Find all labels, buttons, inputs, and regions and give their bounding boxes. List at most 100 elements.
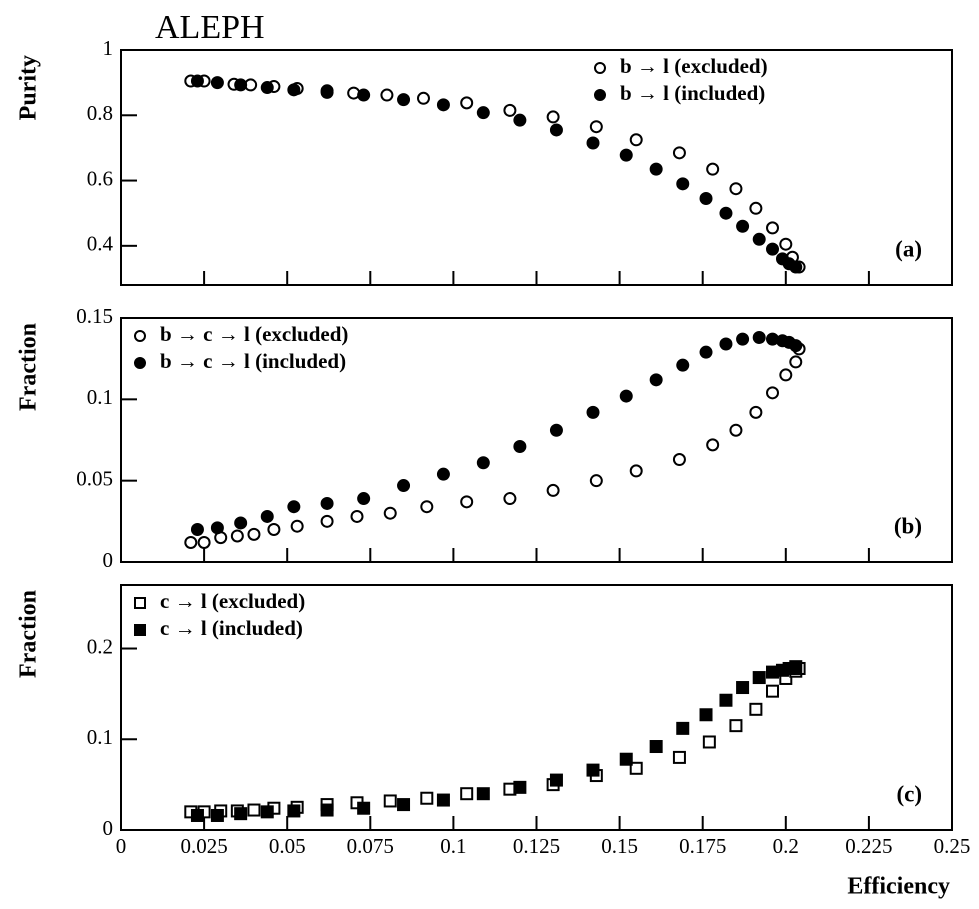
marker — [260, 805, 274, 819]
marker — [320, 496, 334, 510]
marker — [789, 660, 803, 674]
x-tick-label: 0.1 — [440, 834, 466, 858]
marker — [513, 440, 527, 454]
marker — [729, 423, 743, 437]
marker — [629, 464, 643, 478]
marker — [719, 206, 733, 220]
marker — [210, 521, 224, 535]
y-tick-label: 0.1 — [87, 725, 113, 749]
marker — [649, 740, 663, 754]
marker — [320, 85, 334, 99]
marker — [503, 103, 517, 117]
marker — [676, 177, 690, 191]
marker — [752, 232, 766, 246]
marker — [210, 76, 224, 90]
y-axis-label: Fraction — [16, 590, 42, 678]
marker — [380, 88, 394, 102]
marker — [420, 791, 434, 805]
marker — [586, 136, 600, 150]
marker — [320, 803, 334, 817]
marker — [476, 456, 490, 470]
marker — [397, 479, 411, 493]
y-tick-label: 0.2 — [87, 634, 113, 658]
marker — [549, 123, 563, 137]
marker — [287, 500, 301, 514]
marker — [320, 514, 334, 528]
marker — [420, 500, 434, 514]
marker — [460, 495, 474, 509]
marker — [649, 373, 663, 387]
marker — [357, 492, 371, 506]
marker — [789, 355, 803, 369]
marker — [702, 735, 716, 749]
marker — [676, 358, 690, 372]
marker — [184, 535, 198, 549]
marker — [546, 110, 560, 124]
marker — [247, 527, 261, 541]
legend-label: c → l (excluded) — [160, 589, 305, 613]
marker — [766, 684, 780, 698]
marker — [729, 719, 743, 733]
marker — [234, 78, 248, 92]
legend-marker — [134, 357, 146, 369]
marker — [672, 750, 686, 764]
marker — [513, 113, 527, 127]
marker — [383, 506, 397, 520]
marker — [460, 787, 474, 801]
marker — [460, 96, 474, 110]
marker — [586, 405, 600, 419]
marker — [436, 98, 450, 112]
marker — [290, 519, 304, 533]
marker — [234, 516, 248, 530]
marker — [752, 671, 766, 685]
marker — [197, 535, 211, 549]
marker — [619, 389, 633, 403]
y-tick-label: 0.05 — [76, 466, 113, 490]
marker — [672, 453, 686, 467]
marker — [397, 93, 411, 107]
marker — [649, 162, 663, 176]
marker — [699, 708, 713, 722]
marker — [234, 807, 248, 821]
x-tick-label: 0.025 — [180, 834, 227, 858]
legend-label: b → c → l (excluded) — [160, 322, 348, 346]
marker — [436, 467, 450, 481]
marker — [789, 339, 803, 353]
marker — [629, 133, 643, 147]
annotation: (c) — [896, 781, 922, 806]
legend-label: b → c → l (included) — [160, 349, 346, 373]
x-tick-label: 0.25 — [934, 834, 971, 858]
marker — [260, 509, 274, 523]
marker — [513, 780, 527, 794]
marker — [287, 83, 301, 97]
marker — [350, 509, 364, 523]
x-tick-label: 0.175 — [679, 834, 726, 858]
y-tick-label: 0.4 — [87, 232, 114, 256]
marker — [706, 438, 720, 452]
marker — [247, 803, 261, 817]
marker — [766, 386, 780, 400]
marker — [736, 219, 750, 233]
marker — [383, 794, 397, 808]
y-axis-label: Purity — [16, 55, 42, 120]
y-tick-label: 1 — [103, 36, 114, 60]
y-tick-label: 0.8 — [87, 101, 113, 125]
marker — [779, 368, 793, 382]
x-axis-label: Efficiency — [847, 874, 950, 900]
legend-marker — [134, 330, 146, 342]
marker — [629, 761, 643, 775]
y-tick-label: 0.1 — [87, 385, 113, 409]
marker — [619, 148, 633, 162]
marker — [357, 88, 371, 102]
y-tick-label: 0.15 — [76, 304, 113, 328]
marker — [736, 681, 750, 695]
chart-title: ALEPH — [155, 9, 265, 46]
marker — [397, 798, 411, 812]
legend-marker — [134, 597, 146, 609]
annotation: (b) — [894, 513, 922, 538]
marker — [779, 237, 793, 251]
legend-label: c → l (included) — [160, 616, 303, 640]
legend-marker — [134, 624, 146, 636]
marker — [766, 221, 780, 235]
